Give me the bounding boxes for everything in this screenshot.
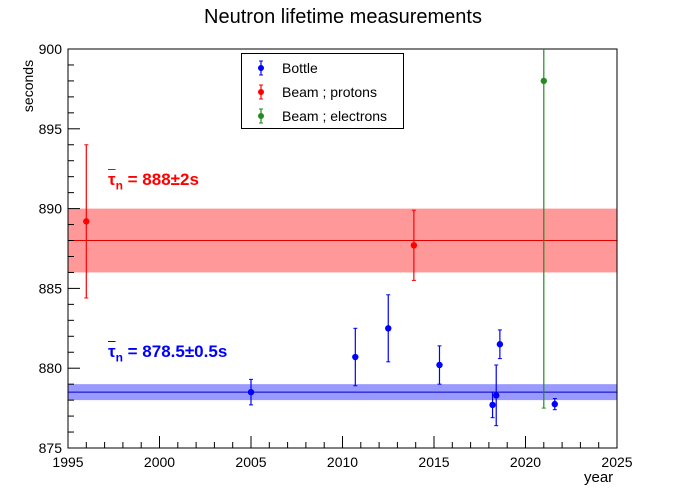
y-tick-label: 880 bbox=[39, 360, 63, 376]
data-point-bottle bbox=[551, 400, 558, 408]
legend-marker-beam-electrons bbox=[258, 108, 264, 124]
y-tick-label: 885 bbox=[39, 280, 63, 296]
legend-label-beam-protons: Beam ; protons bbox=[282, 84, 377, 100]
data-point-bottle bbox=[493, 392, 500, 399]
legend-item-bottle: Bottle bbox=[242, 58, 403, 78]
x-tick-label: 1995 bbox=[52, 454, 83, 470]
data-point-bottle bbox=[247, 388, 255, 396]
y-tick-label: 875 bbox=[39, 440, 63, 456]
x-axis-label: year bbox=[584, 469, 614, 486]
x-tick-label: 2015 bbox=[418, 454, 449, 470]
data-point-beam-protons bbox=[410, 242, 418, 249]
y-tick-label: 900 bbox=[39, 41, 63, 57]
band-label-bottle: τn = 878.5±0.5s bbox=[108, 342, 227, 364]
y-axis-label: seconds bbox=[20, 59, 36, 113]
legend-marker-beam-protons bbox=[258, 84, 264, 100]
band-label-beam-sub: n bbox=[115, 178, 123, 193]
x-tick-label: 2005 bbox=[235, 454, 266, 470]
data-point-bottle bbox=[489, 401, 496, 409]
y-tick-label: 895 bbox=[39, 121, 63, 137]
y-tick-label: 890 bbox=[39, 201, 63, 217]
x-tick-label: 2020 bbox=[510, 454, 541, 470]
chart-title: Neutron lifetime measurements bbox=[204, 6, 482, 28]
legend-label-bottle: Bottle bbox=[282, 60, 318, 76]
band-label-bottle-value: = 878.5±0.5s bbox=[122, 342, 228, 361]
band-label-bottle-tau: τ bbox=[108, 342, 116, 361]
legend-item-beam-protons: Beam ; protons bbox=[242, 82, 403, 102]
data-point-beam-electrons bbox=[540, 77, 547, 85]
legend-item-beam-electrons: Beam ; electrons bbox=[242, 106, 403, 126]
band-label-beam-value: = 888±2s bbox=[122, 170, 199, 189]
data-point-bottle bbox=[496, 341, 504, 348]
x-tick-label: 2010 bbox=[327, 454, 358, 470]
legend: Bottle Beam ; protons Beam ; electrons bbox=[241, 53, 404, 129]
x-tick-label: 2025 bbox=[601, 454, 632, 470]
data-point-beam-protons bbox=[83, 218, 90, 225]
legend-label-beam-electrons: Beam ; electrons bbox=[282, 108, 388, 124]
x-tick-label: 2000 bbox=[144, 454, 175, 470]
legend-marker-bottle bbox=[258, 60, 264, 76]
band-label-beam: τn = 888±2s bbox=[108, 170, 199, 192]
band-label-bottle-sub: n bbox=[115, 350, 123, 365]
data-point-bottle bbox=[436, 361, 443, 369]
data-point-bottle bbox=[385, 325, 392, 332]
band-label-beam-tau: τ bbox=[108, 170, 116, 189]
data-point-bottle bbox=[352, 353, 359, 361]
